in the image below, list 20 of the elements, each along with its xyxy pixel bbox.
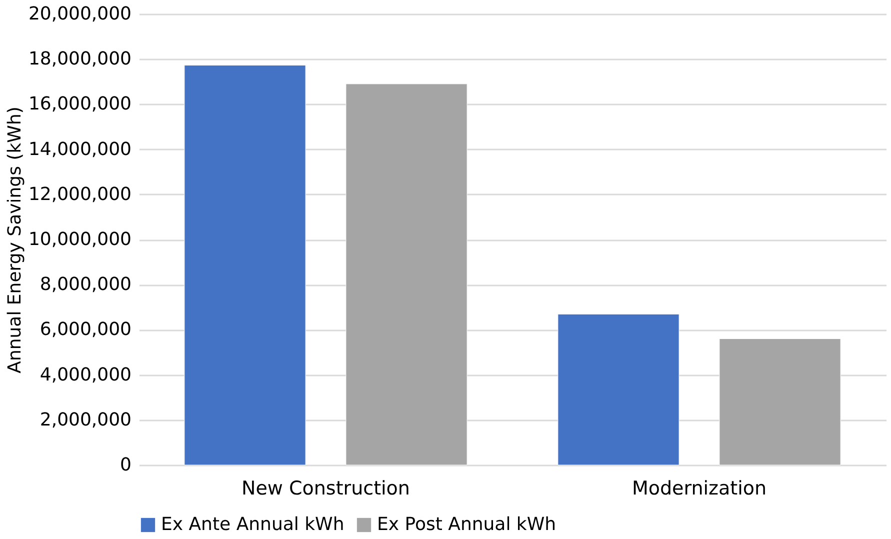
y-tick-label: 8,000,000 (40, 274, 132, 296)
y-tick-label: 2,000,000 (40, 409, 132, 430)
y-tick-label: 4,000,000 (40, 364, 132, 386)
y-axis-title: Annual Energy Savings (kWh) (4, 106, 26, 374)
legend-label: Ex Ante Annual kWh (161, 514, 344, 535)
y-tick-label: 10,000,000 (28, 229, 132, 250)
bar (719, 338, 841, 466)
y-tick-label: 12,000,000 (28, 184, 132, 205)
y-tick-label: 16,000,000 (28, 94, 132, 115)
y-tick-label: 14,000,000 (28, 138, 132, 160)
x-tick-label: New Construction (242, 478, 410, 500)
legend-label: Ex Post Annual kWh (377, 514, 556, 535)
y-tick-label: 20,000,000 (28, 4, 132, 24)
y-tick-label: 6,000,000 (40, 319, 132, 340)
bar (184, 64, 306, 466)
bar (346, 84, 468, 466)
x-tick-label: Modernization (632, 478, 767, 500)
y-tick-label: 18,000,000 (28, 48, 132, 70)
bar (558, 314, 680, 466)
y-tick-label: 0 (120, 454, 132, 476)
